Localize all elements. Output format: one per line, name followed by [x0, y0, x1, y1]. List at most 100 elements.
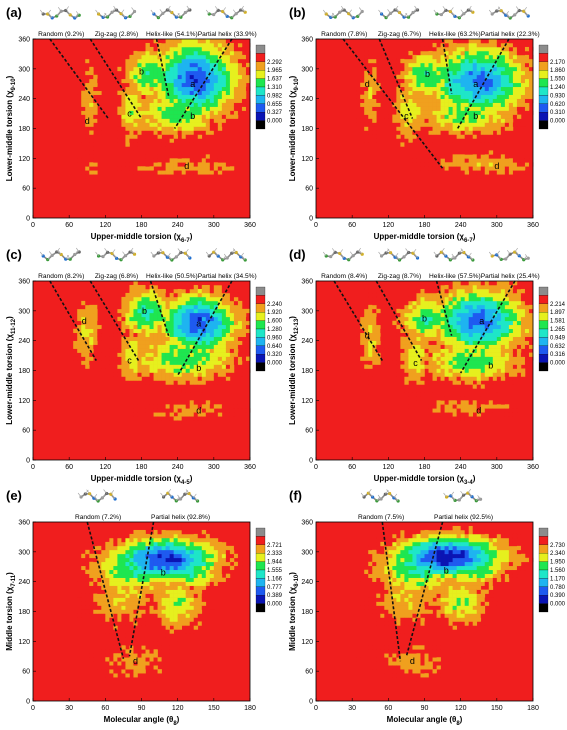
- heatmap-cell: [117, 657, 122, 662]
- heatmap-cell: [484, 316, 490, 322]
- heatmap-cell: [209, 356, 215, 361]
- heatmap-cell: [93, 308, 98, 314]
- heatmap-cell: [372, 106, 377, 111]
- heatmap-cell: [424, 344, 429, 349]
- heatmap-cell: [416, 328, 421, 334]
- heatmap-cell: [360, 316, 365, 322]
- heatmap-cell: [520, 356, 526, 361]
- heatmap-cell: [400, 122, 405, 127]
- heatmap-cell: [464, 296, 470, 302]
- heatmap-cell: [101, 649, 106, 654]
- heatmap-cell: [408, 356, 413, 361]
- heatmap-cell: [460, 348, 465, 353]
- heatmap-cell: [113, 78, 118, 84]
- heatmap-cell: [245, 62, 251, 68]
- heatmap-cell: [452, 348, 457, 353]
- heatmap-cell: [213, 46, 219, 52]
- heatmap-cell: [464, 66, 470, 72]
- heatmap-cell: [213, 320, 219, 326]
- heatmap-cell: [229, 82, 235, 88]
- heatmap-cell: [173, 356, 178, 361]
- heatmap-cell: [524, 340, 530, 345]
- heatmap-cell: [149, 66, 154, 72]
- divider-line: [173, 38, 233, 129]
- heatmap-cell: [141, 134, 146, 139]
- heatmap-cell: [129, 70, 134, 76]
- heatmap-cell: [117, 581, 122, 586]
- heatmap-cell: [157, 336, 162, 341]
- heatmap-cell: [157, 70, 162, 76]
- heatmap-cell: [444, 376, 449, 381]
- heatmap-cell: [436, 62, 441, 68]
- heatmap-cell: [137, 557, 142, 563]
- heatmap-cell: [133, 360, 138, 365]
- heatmap-cell: [448, 284, 453, 290]
- heatmap-cell: [496, 39, 502, 44]
- heatmap-cell: [113, 324, 118, 330]
- heatmap-cell: [436, 300, 441, 306]
- heatmap-cell: [428, 126, 433, 131]
- colorbar-swatch: [255, 328, 266, 338]
- heatmap-cell: [360, 320, 365, 326]
- heatmap-cell: [404, 46, 409, 52]
- heatmap-cell: [101, 581, 106, 586]
- heatmap-cell: [97, 356, 102, 361]
- heatmap-cell: [213, 312, 219, 318]
- heatmap-cell: [428, 62, 433, 68]
- heatmap-cell: [424, 58, 429, 64]
- heatmap-cell: [221, 364, 227, 369]
- heatmap-cell: [133, 122, 138, 127]
- heatmap-cell: [464, 50, 470, 56]
- heatmap-cell: [368, 66, 373, 72]
- heatmap-cell: [133, 364, 138, 369]
- heatmap-cell: [129, 585, 134, 590]
- heatmap-cell: [129, 304, 134, 310]
- heatmap-cell: [372, 324, 377, 330]
- heatmap-cell: [376, 360, 381, 365]
- heatmap-cell: [412, 328, 417, 334]
- heatmap-cell: [452, 154, 457, 159]
- heatmap-cell: [129, 320, 134, 326]
- heatmap-cell: [121, 613, 126, 618]
- heatmap-cell: [129, 336, 134, 341]
- heatmap-cell: [113, 669, 118, 674]
- heatmap-cell: [197, 58, 203, 64]
- heatmap-cell: [404, 118, 409, 123]
- heatmap-cell: [496, 316, 502, 322]
- heatmap-cell: [444, 50, 449, 56]
- heatmap-cell: [201, 162, 207, 167]
- category-label: Random (7.8%): [321, 31, 367, 38]
- heatmap-cell: [428, 408, 433, 413]
- molecule-bond: [505, 11, 509, 16]
- heatmap-cell: [205, 368, 211, 373]
- heatmap-cell: [129, 537, 134, 543]
- heatmap-cell: [109, 360, 114, 365]
- heatmap-cell: [149, 669, 154, 674]
- heatmap-cell: [520, 78, 526, 84]
- heatmap-cell: [157, 110, 162, 115]
- heatmap-cell: [233, 284, 239, 290]
- heatmap-cell: [141, 641, 146, 646]
- heatmap-cell: [217, 70, 223, 76]
- heatmap-cell: [121, 557, 126, 563]
- heatmap-cell: [197, 86, 203, 92]
- heatmap-cell: [364, 364, 369, 369]
- heatmap-cell: [209, 296, 215, 302]
- region-label: a: [196, 318, 201, 328]
- heatmap-cell: [460, 308, 465, 314]
- category-label: Partial helix (22.3%): [481, 31, 540, 38]
- colorbar-label: 0.310: [550, 110, 566, 116]
- heatmap-cell: [468, 292, 474, 298]
- heatmap-cell: [504, 138, 510, 143]
- heatmap-cell: [460, 82, 465, 88]
- heatmap-cell: [193, 42, 199, 48]
- heatmap-cell: [213, 86, 219, 92]
- heatmap-cell: [468, 376, 474, 381]
- heatmap-cell: [452, 130, 457, 135]
- molecule-bond: [39, 251, 44, 257]
- heatmap-cell: [161, 78, 166, 84]
- heatmap-cell: [233, 348, 239, 353]
- heatmap-cell: [512, 90, 518, 95]
- heatmap-cell: [420, 82, 425, 88]
- heatmap-cell: [368, 126, 373, 131]
